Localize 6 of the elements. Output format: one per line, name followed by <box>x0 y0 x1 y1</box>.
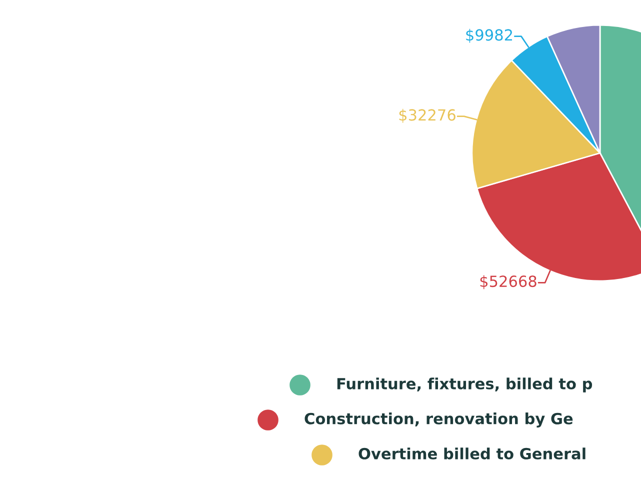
data-label: $52668 <box>480 275 536 290</box>
data-label: $32276 <box>399 108 456 123</box>
data-label: $9982 <box>466 28 512 43</box>
legend-label: Overtime billed to General <box>358 448 586 460</box>
legend-label: Furniture, fixtures, billed to p <box>337 378 592 392</box>
legend-label: Construction, renovation by Ge <box>304 412 573 428</box>
